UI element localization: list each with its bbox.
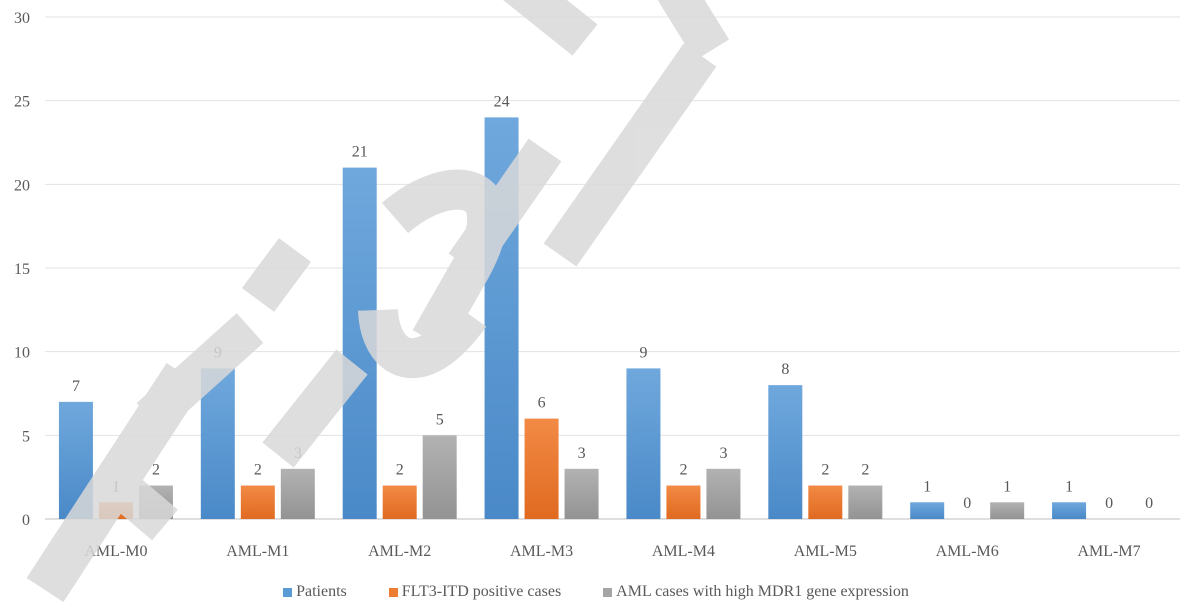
watermark xyxy=(26,0,730,603)
x-category-label: AML-M7 xyxy=(1078,543,1141,560)
bar-aml-m1-series-2 xyxy=(280,468,315,519)
data-label: 2 xyxy=(396,462,404,479)
x-category-label: AML-M2 xyxy=(368,543,431,560)
y-tick-label: 30 xyxy=(14,10,30,27)
y-tick-label: 5 xyxy=(22,428,30,445)
data-label: 3 xyxy=(719,445,727,462)
data-label: 1 xyxy=(1065,478,1073,495)
bar-aml-m5-series-0 xyxy=(768,385,803,519)
legend-label-patients: Patients xyxy=(296,583,347,600)
x-category-label: AML-M6 xyxy=(936,543,999,560)
legend-item-mdr1: AML cases with high MDR1 gene expression xyxy=(603,583,909,601)
bar-aml-m3-series-1 xyxy=(524,418,559,519)
data-label: 0 xyxy=(1105,495,1113,512)
data-label: 8 xyxy=(781,361,789,378)
legend-swatch-flt3 xyxy=(388,587,398,597)
x-category-label: AML-M4 xyxy=(652,543,715,560)
y-tick-label: 10 xyxy=(14,345,30,362)
data-label: 6 xyxy=(538,395,546,412)
data-label: 21 xyxy=(352,144,368,161)
bar-aml-m4-series-0 xyxy=(626,368,661,519)
legend-label-flt3: FLT3-ITD positive cases xyxy=(401,583,562,600)
data-label: 2 xyxy=(861,462,869,479)
x-axis-categories: AML-M0 AML-M1 AML-M2 AML-M3 AML-M4 AML-M5 AML-… xyxy=(84,543,1140,560)
y-tick-label: 25 xyxy=(14,94,30,111)
legend-swatch-mdr1 xyxy=(603,587,613,597)
data-label: 5 xyxy=(436,411,444,428)
data-label: 1 xyxy=(923,478,931,495)
data-label: 9 xyxy=(639,344,647,361)
x-category-label: AML-M5 xyxy=(794,543,857,560)
x-category-label: AML-M3 xyxy=(510,543,573,560)
data-label: 2 xyxy=(152,462,160,479)
bar-aml-m2-series-1 xyxy=(382,485,417,519)
data-label: 1 xyxy=(1003,478,1011,495)
data-label: 0 xyxy=(963,495,971,512)
bar-aml-m6-series-0 xyxy=(910,502,945,519)
legend-item-patients: Patients xyxy=(283,583,347,601)
legend-swatch-patients xyxy=(283,587,293,597)
y-axis-ticks: 0 5 10 15 20 25 30 xyxy=(14,10,30,529)
data-label: 3 xyxy=(578,445,586,462)
bar-aml-m4-series-1 xyxy=(666,485,701,519)
bar-aml-m3-series-2 xyxy=(564,468,599,519)
bar-aml-m5-series-2 xyxy=(848,485,883,519)
legend-label-mdr1: AML cases with high MDR1 gene expression xyxy=(616,583,909,600)
bar-aml-m4-series-2 xyxy=(706,468,741,519)
bar-aml-m2-series-2 xyxy=(422,435,457,519)
data-label: 2 xyxy=(254,462,262,479)
bar-aml-m1-series-1 xyxy=(240,485,275,519)
bar-aml-m5-series-1 xyxy=(808,485,843,519)
data-label: 0 xyxy=(1145,495,1153,512)
data-label: 2 xyxy=(679,462,687,479)
legend: Patients FLT3-ITD positive cases AML cas… xyxy=(0,580,1192,604)
bars xyxy=(58,117,1087,520)
y-tick-label: 15 xyxy=(14,261,30,278)
bar-aml-m7-series-0 xyxy=(1052,502,1087,519)
y-tick-label: 0 xyxy=(22,512,30,529)
data-label: 24 xyxy=(494,93,510,110)
y-tick-label: 20 xyxy=(14,177,30,194)
legend-item-flt3: FLT3-ITD positive cases xyxy=(388,583,562,601)
x-category-label: AML-M0 xyxy=(84,543,147,560)
data-label: 7 xyxy=(72,378,80,395)
bar-aml-m6-series-2 xyxy=(990,502,1025,519)
x-category-label: AML-M1 xyxy=(226,543,289,560)
data-label: 2 xyxy=(821,462,829,479)
